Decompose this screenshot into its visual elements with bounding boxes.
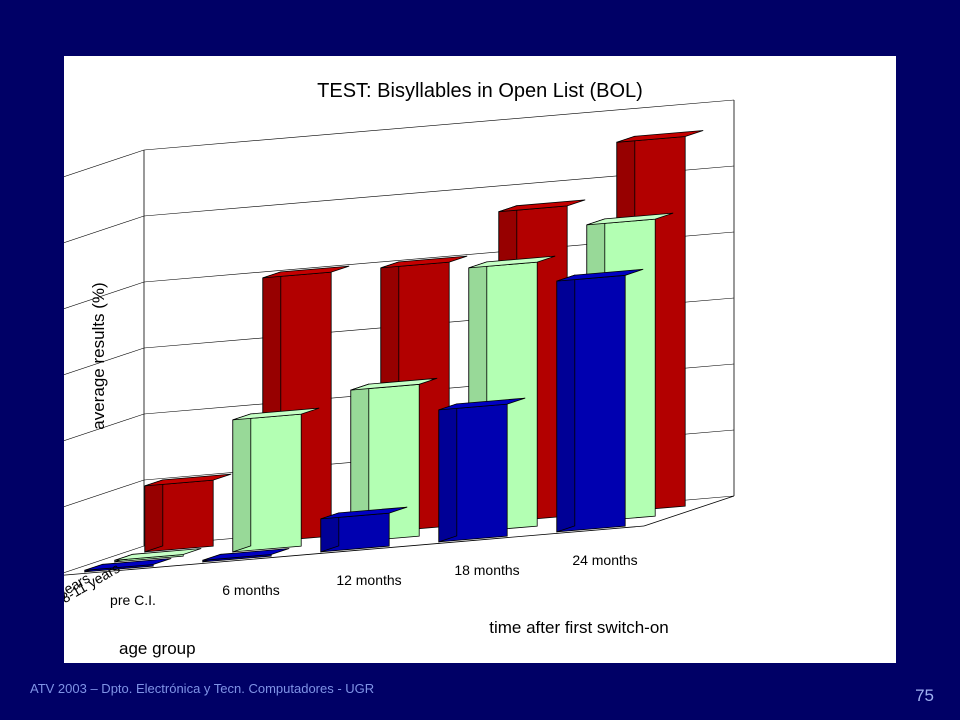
bar-top-face xyxy=(380,255,468,269)
bar-0-3-years-2 xyxy=(202,548,290,563)
bar-top-face xyxy=(320,506,408,520)
bar-top-face xyxy=(232,407,320,421)
gridline-side xyxy=(64,545,145,573)
bar-side-face xyxy=(232,413,252,553)
bar-top-face xyxy=(202,548,290,561)
chart-title: TEST: Bisyllables in Open List (BOL) xyxy=(317,80,643,102)
gridline-side xyxy=(64,347,145,375)
bar-top-face xyxy=(262,265,350,279)
bar-4-7-years-1 xyxy=(114,548,202,563)
bar-0-3-years-4 xyxy=(438,397,526,543)
bar-side-face xyxy=(556,274,576,533)
bar-top-face xyxy=(438,397,526,411)
bar-0-3-years-1 xyxy=(84,558,172,573)
bar-top-face xyxy=(350,377,438,391)
x-tick-label: 6 months xyxy=(222,582,280,598)
bar-0-3-years-3 xyxy=(320,506,408,553)
bar-side-face xyxy=(438,403,458,543)
gridline-side xyxy=(64,149,145,177)
bar-top-face xyxy=(498,199,586,213)
x-tick-label: pre C.I. xyxy=(110,592,156,608)
gridline-side xyxy=(64,479,145,507)
depth-axis-label: age group xyxy=(119,639,196,658)
bar-top-face xyxy=(616,130,704,143)
bar-top-face xyxy=(468,255,556,269)
y-axis-label: average results (%) xyxy=(89,282,108,429)
bar-8-11-years-1 xyxy=(144,473,232,553)
bar-4-7-years-2 xyxy=(232,407,320,553)
x-tick-label: 24 months xyxy=(572,552,637,568)
bar-top-face xyxy=(144,473,232,487)
bar-side-face xyxy=(144,479,164,553)
gridline-back xyxy=(143,99,735,151)
bar-top-face xyxy=(586,212,674,226)
x-tick-label: 12 months xyxy=(336,572,401,588)
bar-4-7-years-3 xyxy=(350,377,438,543)
bar-top-face xyxy=(114,548,202,561)
x-tick-label: 18 months xyxy=(454,562,519,578)
gridline-side xyxy=(64,281,145,309)
gridline-side xyxy=(64,413,145,441)
bar-top-face xyxy=(556,268,644,282)
floor-edge xyxy=(643,495,735,527)
x-axis-label: time after first switch-on xyxy=(489,618,669,637)
page-number: 75 xyxy=(915,686,934,705)
floor-edge xyxy=(64,525,645,576)
bar-0-3-years-5 xyxy=(556,268,644,533)
bar-top-face xyxy=(84,558,172,571)
footer-text: ATV 2003 – Dpto. Electrónica y Tecn. Com… xyxy=(30,681,375,696)
gridline-side xyxy=(64,215,145,243)
